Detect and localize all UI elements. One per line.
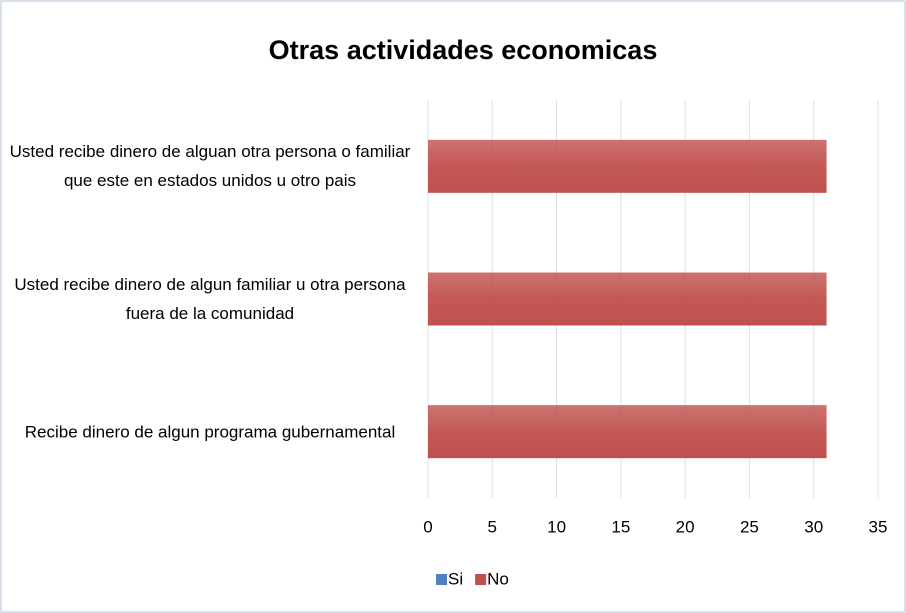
x-tick-label: 5 [488,517,497,536]
bar [428,272,827,326]
legend-label: Si [448,569,463,588]
x-tick-label: 35 [869,517,888,536]
chart-title: Otras actividades economicas [269,35,658,65]
y-tick-label: Usted recibe dinero de algun familiar u … [14,275,406,323]
x-tick-label: 30 [804,517,823,536]
x-tick-label: 25 [740,517,759,536]
x-tick-label: 20 [676,517,695,536]
x-tick-label: 15 [611,517,630,536]
y-tick-label: Recibe dinero de algun programa gubernam… [24,422,396,442]
legend-swatch [475,574,487,585]
x-tick-label: 0 [423,517,432,536]
legend-label: No [487,569,509,588]
legend-swatch [436,574,447,585]
bar [428,139,827,193]
y-tick-label: Usted recibe dinero de alguan otra perso… [9,142,411,191]
bar [428,405,827,459]
x-tick-label: 10 [547,517,566,536]
